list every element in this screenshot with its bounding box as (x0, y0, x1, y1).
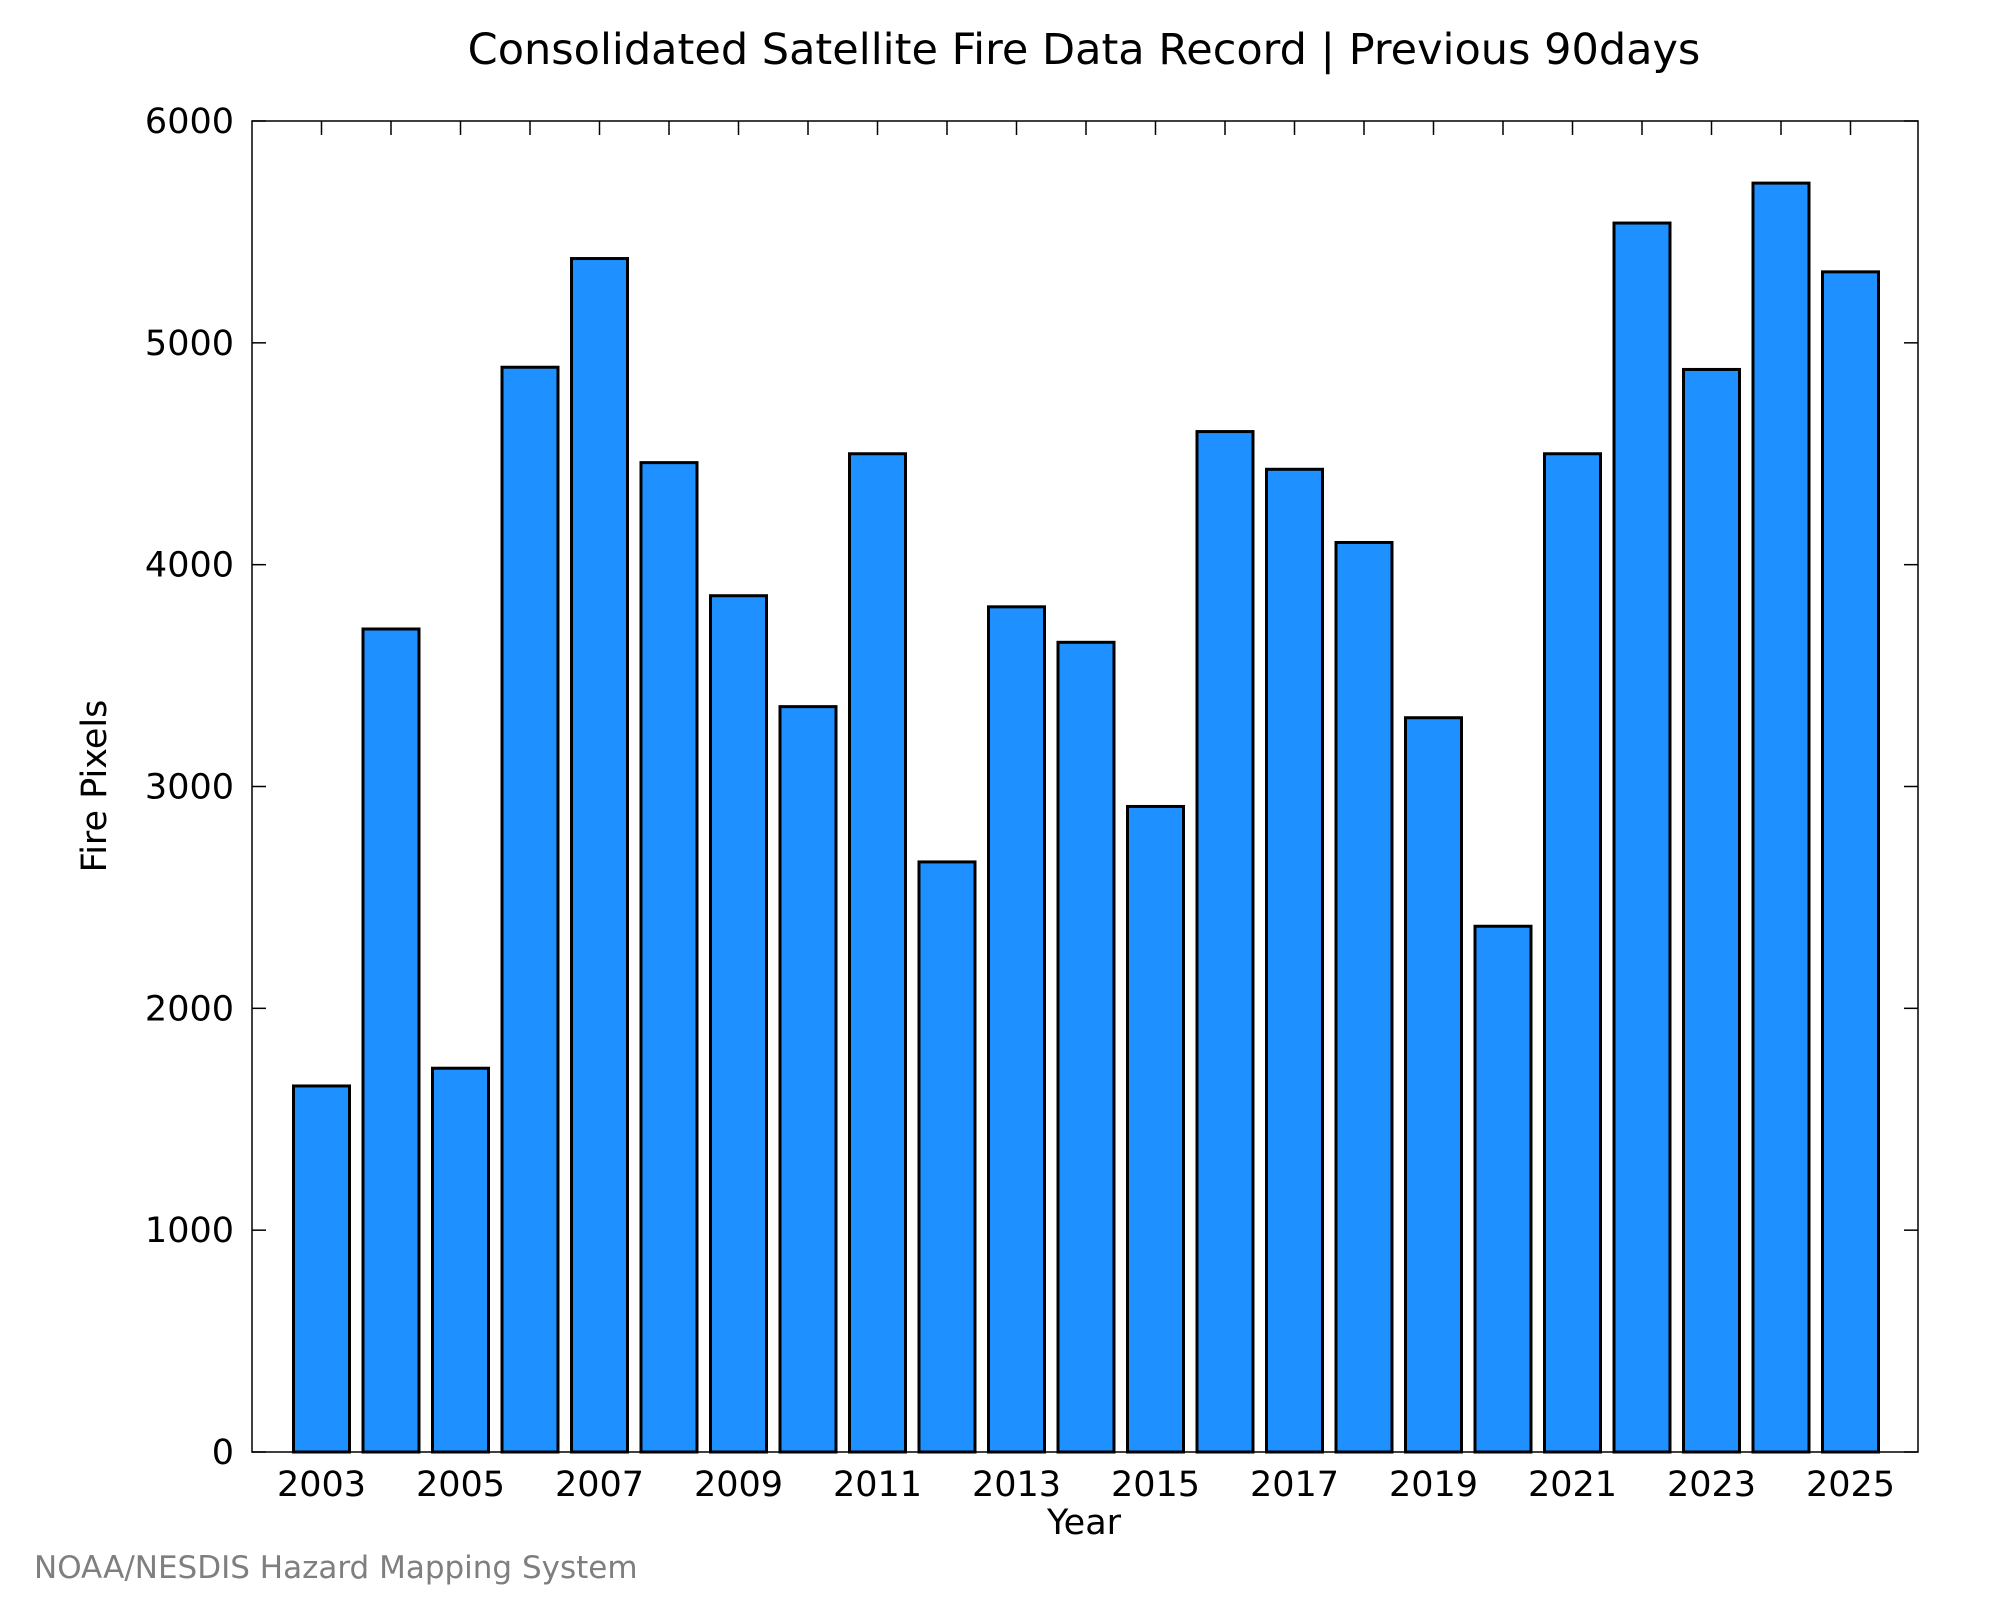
bar-2017 (1265, 467, 1324, 1454)
x-tick-label: 2009 (694, 1465, 783, 1505)
x-tick-label: 2005 (416, 1465, 505, 1505)
bar-2024 (1751, 181, 1811, 1454)
bar-series (292, 181, 1880, 1454)
bar-2008 (639, 461, 699, 1454)
y-tick-label: 6000 (145, 102, 234, 142)
x-tick-label: 2017 (1250, 1465, 1339, 1505)
bar-2021 (1543, 452, 1602, 1454)
bar-2009 (709, 594, 768, 1454)
bar-2013 (987, 605, 1046, 1454)
bar-2005 (431, 1066, 490, 1454)
y-tick-label: 1000 (145, 1211, 234, 1251)
x-axis-label: Year (1046, 1503, 1122, 1543)
x-tick-label: 2025 (1806, 1465, 1895, 1505)
x-tick-label: 2011 (833, 1465, 922, 1505)
bar-2014 (1056, 640, 1116, 1454)
x-axis-ticks: 2003 2005 2007 2009 2011 2013 2015 2017 2019 2021… (277, 121, 1895, 1505)
bar-2025 (1821, 270, 1880, 1454)
bar-2007 (570, 257, 629, 1454)
y-tick-label: 3000 (145, 768, 234, 808)
bar-2015 (1126, 804, 1185, 1454)
y-tick-label: 2000 (145, 989, 234, 1029)
y-axis-ticks: 0 1000 2000 3000 4000 5000 6000 (145, 102, 1918, 1473)
bar-2022 (1612, 221, 1672, 1454)
bar-2023 (1682, 367, 1741, 1454)
y-tick-label: 0 (212, 1433, 234, 1473)
x-tick-label: 2015 (1111, 1465, 1200, 1505)
bar-2003 (292, 1084, 351, 1454)
bar-2018 (1334, 540, 1394, 1454)
credit-text: NOAA/NESDIS Hazard Mapping System (34, 1550, 638, 1586)
x-tick-label: 2023 (1667, 1465, 1756, 1505)
bar-2011 (848, 452, 907, 1454)
bar-2016 (1195, 430, 1255, 1454)
bar-2012 (917, 860, 977, 1454)
x-tick-label: 2007 (555, 1465, 644, 1505)
bar-2010 (778, 705, 838, 1454)
x-tick-label: 2003 (277, 1465, 366, 1505)
bar-2004 (361, 627, 421, 1454)
x-tick-label: 2013 (972, 1465, 1061, 1505)
x-tick-label: 2021 (1528, 1465, 1617, 1505)
y-axis-label: Fire Pixels (75, 700, 115, 873)
bar-2019 (1404, 716, 1463, 1454)
bar-2006 (500, 365, 560, 1454)
y-tick-label: 5000 (145, 324, 234, 364)
chart-title: Consolidated Satellite Fire Data Record … (468, 25, 1701, 75)
x-tick-label: 2019 (1389, 1465, 1478, 1505)
bar-2020 (1473, 924, 1533, 1454)
y-tick-label: 4000 (145, 546, 234, 586)
